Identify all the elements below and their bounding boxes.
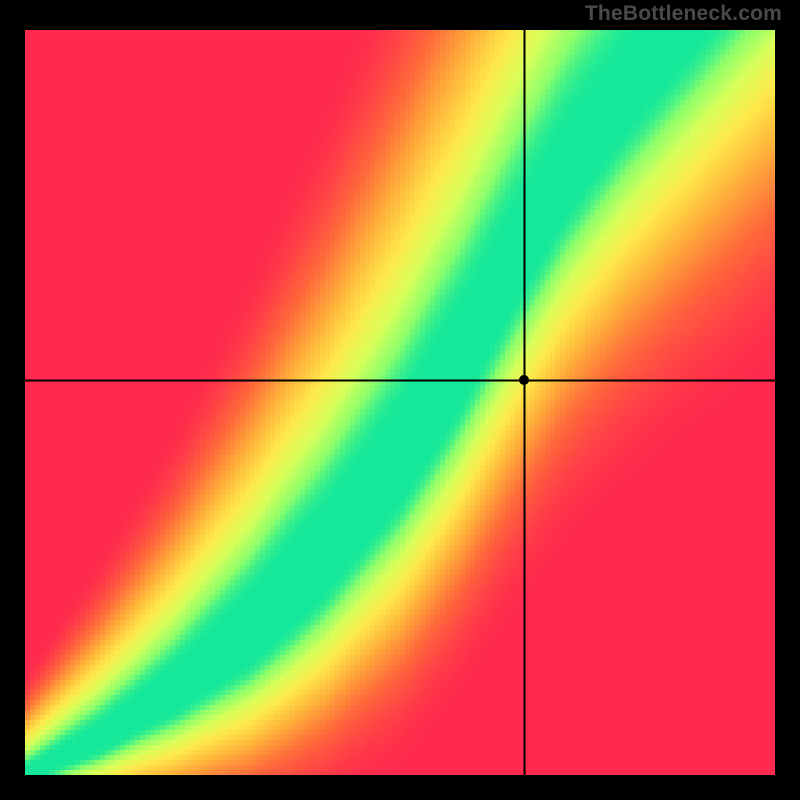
heatmap-canvas xyxy=(0,0,800,800)
attribution-text: TheBottleneck.com xyxy=(585,2,782,26)
chart-container: { "attribution": { "text": "TheBottlenec… xyxy=(0,0,800,800)
